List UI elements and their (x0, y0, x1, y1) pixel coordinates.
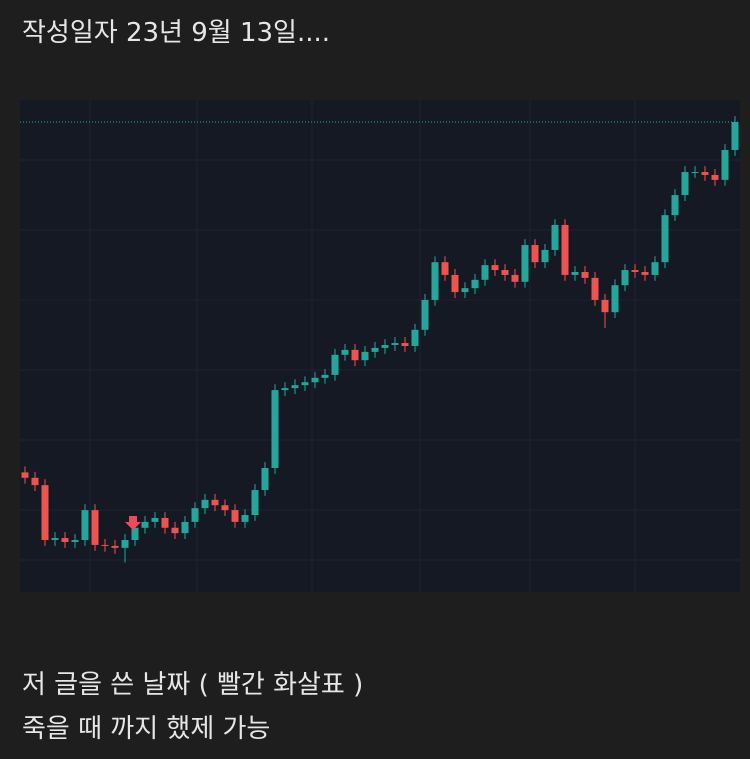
candle-body (381, 345, 389, 348)
candle-body (301, 382, 309, 386)
candle-body (261, 467, 269, 491)
candle-body (621, 270, 629, 286)
red-arrow (125, 516, 141, 530)
candle-body (111, 545, 119, 548)
candle-body (471, 279, 479, 289)
candle-body (411, 329, 419, 346)
candle-body (281, 388, 289, 391)
candle-body (421, 299, 429, 330)
candle-body (221, 505, 229, 511)
caption-line: 죽을 때 까지 했제 가능 (22, 714, 271, 744)
candle-body (441, 262, 449, 275)
candle-body (681, 172, 689, 196)
candle-body (451, 274, 459, 293)
candle-body (591, 277, 599, 300)
candle-body (71, 540, 79, 542)
candle-body (551, 224, 559, 250)
candle-body (31, 477, 39, 486)
candle-body (151, 517, 159, 522)
candle-body (571, 271, 579, 275)
candle-body (401, 343, 409, 346)
candle-body (661, 215, 669, 263)
candle-body (511, 274, 519, 282)
candle-body (601, 299, 609, 313)
candle-body (501, 270, 509, 275)
candle-body (361, 351, 369, 361)
candle-body (201, 499, 209, 509)
background-grid (20, 100, 740, 592)
candle-body (231, 510, 239, 522)
candle-body (491, 265, 499, 271)
candle-body (181, 521, 189, 534)
candle-body (341, 349, 349, 355)
candle-body (241, 515, 249, 522)
candle-body (461, 288, 469, 293)
candle-body (701, 172, 709, 175)
candle-body (731, 122, 739, 150)
candle-body (641, 271, 649, 275)
candle-body (581, 271, 589, 278)
candle-body (61, 538, 69, 542)
candle-body (711, 174, 719, 180)
candle-body (321, 374, 329, 378)
candle-body (651, 262, 659, 275)
candle-body (351, 349, 359, 361)
candle-body (521, 245, 529, 282)
post-date: 작성일자 23년 9월 13일.... (22, 18, 331, 48)
candle-body (271, 390, 279, 468)
candle-body (291, 385, 299, 389)
candle-body (721, 149, 729, 180)
candle-body (41, 485, 49, 541)
chart-background (20, 100, 740, 592)
caption-line: 저 글을 쓴 날짜 ( 빨간 화살표 ) (22, 670, 364, 700)
chart (20, 100, 740, 592)
candle-body (371, 347, 379, 352)
candle-body (191, 508, 199, 522)
candle-body (331, 354, 339, 375)
candle-body (141, 521, 149, 528)
candle-body (611, 285, 619, 313)
candle-body (91, 510, 99, 545)
candle-body (481, 265, 489, 280)
candle-body (691, 172, 699, 174)
candle-body (251, 490, 259, 516)
candle-body (161, 517, 169, 528)
candle-body (431, 262, 439, 300)
candle-body (671, 195, 679, 216)
candle-body (171, 527, 179, 534)
candle-body (311, 377, 319, 383)
candle-body (631, 270, 639, 272)
candle-body (531, 245, 539, 263)
candle-body (51, 538, 59, 541)
candle-body (561, 224, 569, 275)
candle-body (121, 540, 129, 548)
candle-body (131, 527, 139, 541)
candle-body (541, 249, 549, 263)
candle-body (21, 472, 29, 478)
candle-body (391, 343, 399, 345)
candle-body (81, 510, 89, 541)
candle-body (211, 499, 219, 506)
candle-body (101, 544, 109, 546)
